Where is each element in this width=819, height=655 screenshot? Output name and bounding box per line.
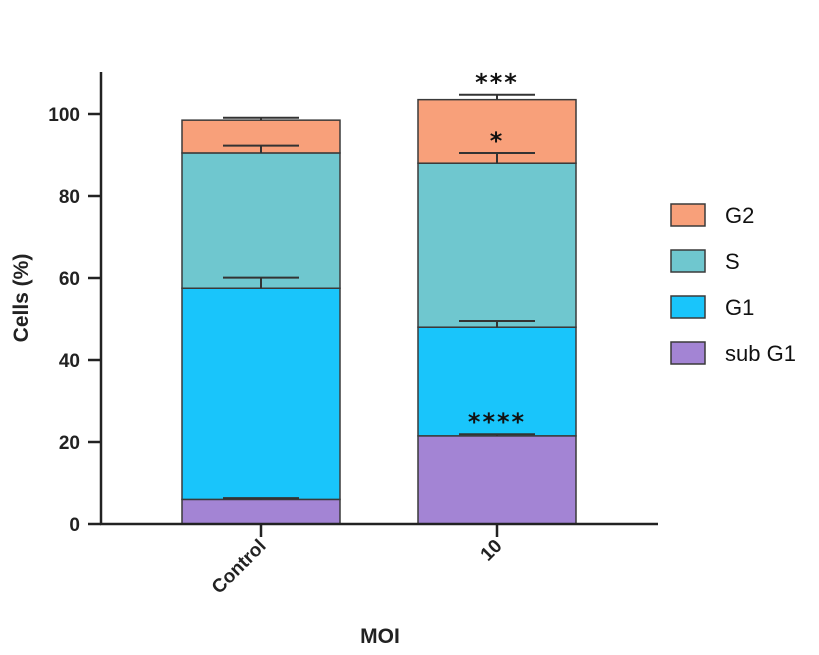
x-axis-title: MOI (360, 625, 400, 648)
bar-segment-g1-control (181, 287, 341, 501)
y-axis-title: Cells (%) (10, 254, 33, 343)
legend-item-s: S (670, 249, 740, 274)
significance-label: * (490, 127, 505, 155)
legend-swatch (670, 295, 706, 319)
error-bar (223, 144, 299, 153)
legend-label: G2 (725, 203, 754, 228)
y-tick-label: 80 (59, 187, 80, 208)
significance-layer: ******** (468, 69, 526, 436)
bar-segment-sub-g1-10 (417, 435, 577, 525)
axes-layer (99, 72, 658, 526)
bar-segment-sub-g1-control (181, 498, 341, 525)
y-tick-label: 100 (48, 105, 80, 126)
x-tick-label: 10 (477, 536, 507, 566)
error-bar (223, 276, 299, 289)
x-ticks-layer: Control 10 (208, 524, 507, 598)
error-bars-layer (223, 93, 535, 500)
legend-swatch (670, 249, 706, 273)
legend: G2 S G1 sub G1 (670, 203, 796, 366)
bar-segment-g1-10 (417, 326, 577, 437)
legend-item-g1: G1 (670, 295, 754, 320)
y-tick-label: 40 (59, 351, 80, 372)
y-tick-label: 0 (69, 515, 80, 536)
error-bar (459, 93, 535, 100)
error-bar (459, 433, 535, 436)
legend-item-g2: G2 (670, 203, 754, 228)
error-bar (459, 151, 535, 164)
y-tick-label: 20 (59, 433, 80, 454)
legend-label: G1 (725, 295, 754, 320)
legend-swatch (670, 341, 706, 365)
y-ticks-layer: 0 20 40 60 80 100 (48, 105, 101, 536)
bar-segment-s-control (181, 152, 341, 289)
bar-segment-s-10 (417, 162, 577, 328)
significance-label: **** (468, 408, 526, 436)
significance-label: *** (475, 69, 519, 97)
x-tick-label: Control (208, 536, 271, 599)
error-bar (223, 116, 299, 121)
bars-layer (181, 98, 577, 525)
legend-item-sub-g1: sub G1 (670, 341, 796, 366)
y-tick-label: 60 (59, 269, 80, 290)
legend-label: sub G1 (725, 341, 796, 366)
error-bar (223, 497, 299, 500)
legend-swatch (670, 203, 706, 227)
legend-label: S (725, 249, 740, 274)
error-bar (459, 320, 535, 328)
